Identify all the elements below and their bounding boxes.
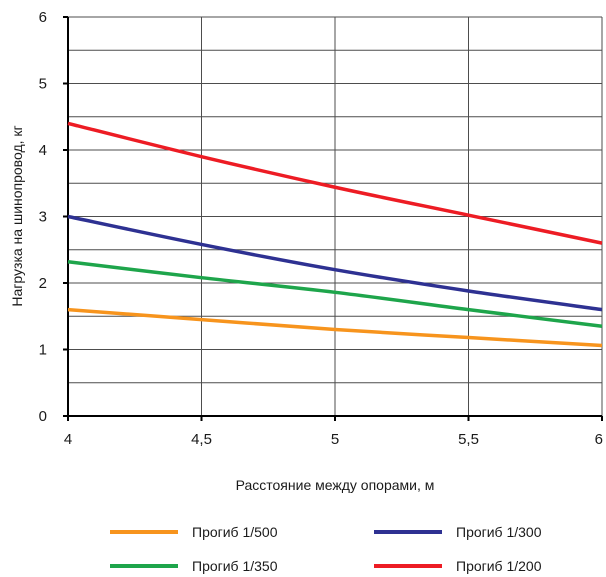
y-tick-label: 1 bbox=[39, 342, 47, 359]
legend: Прогиб 1/500 Прогиб 1/350 Прогиб 1/300 Прог… bbox=[110, 524, 542, 574]
y-tick-label: 0 bbox=[39, 408, 47, 425]
x-tick-label: 5,5 bbox=[458, 431, 479, 448]
series-line bbox=[67, 307, 603, 348]
y-tick-label: 5 bbox=[39, 76, 47, 93]
legend-label: Прогиб 1/300 bbox=[456, 524, 542, 540]
y-tick-label: 2 bbox=[39, 275, 47, 292]
y-axis-ticks: 0 1 2 3 4 5 6 bbox=[39, 9, 68, 425]
y-tick-label: 3 bbox=[39, 209, 47, 226]
x-tick-label: 4,5 bbox=[191, 431, 212, 448]
x-axis-title: Расстояние между опорами, м bbox=[236, 477, 435, 493]
series-lines bbox=[67, 121, 603, 348]
x-tick-label: 5 bbox=[331, 431, 339, 448]
series-line bbox=[67, 121, 603, 245]
legend-label: Прогиб 1/350 bbox=[192, 558, 278, 574]
y-tick-label: 4 bbox=[39, 142, 47, 159]
legend-label: Прогиб 1/200 bbox=[456, 558, 542, 574]
x-tick-label: 4 bbox=[64, 431, 72, 448]
y-axis-title: Нагрузка на шинопровод, кг bbox=[9, 125, 25, 306]
series-line bbox=[67, 214, 603, 312]
x-tick-label: 6 bbox=[595, 431, 603, 448]
y-tick-label: 6 bbox=[39, 9, 47, 26]
legend-label: Прогиб 1/500 bbox=[192, 524, 278, 540]
x-axis-ticks: 4 4,5 5 5,5 6 bbox=[64, 416, 603, 448]
series-line bbox=[67, 259, 603, 328]
